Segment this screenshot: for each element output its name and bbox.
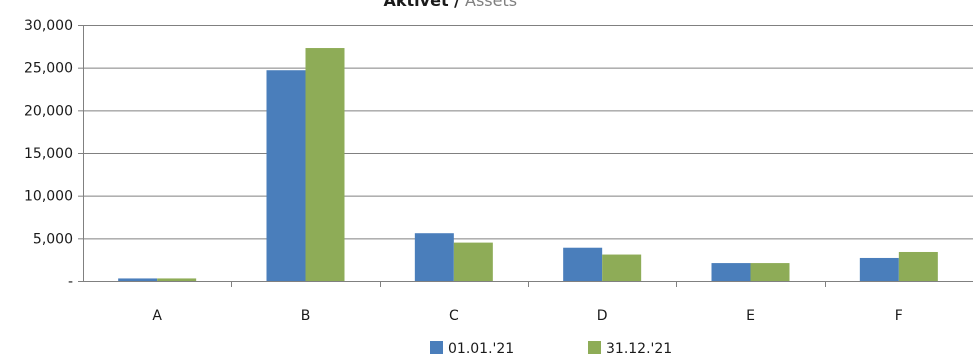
- bar: [859, 257, 899, 281]
- chart-title: Aktivet / Assets: [384, 0, 518, 10]
- y-axis-tick-labels: - 5,000 10,000 15,000 20,000 25,000 30,000: [24, 18, 73, 290]
- bar: [898, 251, 938, 281]
- gridlines: [83, 25, 973, 240]
- y-tick-label: 30,000: [24, 18, 73, 34]
- axes: [78, 25, 973, 287]
- y-tick-label: 25,000: [24, 61, 73, 77]
- x-category-label: F: [895, 308, 903, 324]
- y-tick-label: 20,000: [24, 103, 73, 119]
- x-category-label: C: [449, 308, 459, 324]
- y-tick-label: 5,000: [33, 231, 73, 247]
- bar: [711, 263, 751, 281]
- bar: [118, 278, 158, 281]
- bar: [453, 242, 493, 281]
- chart-title-main: Aktivet /: [384, 0, 461, 10]
- legend-label: 31.12.'21: [606, 341, 672, 357]
- bar: [305, 48, 345, 281]
- x-category-label: A: [152, 308, 162, 324]
- x-axis-category-labels: A B C D E F: [152, 308, 902, 324]
- chart-title-secondary: Assets: [465, 0, 517, 10]
- y-tick-label: 10,000: [24, 189, 73, 205]
- bars: [118, 48, 938, 281]
- legend-swatch: [430, 341, 443, 354]
- bar: [750, 263, 790, 281]
- bar: [563, 247, 603, 281]
- legend-swatch: [588, 341, 601, 354]
- legend-label: 01.01.'21: [448, 341, 514, 357]
- bar: [266, 70, 306, 281]
- x-category-label: B: [301, 308, 311, 324]
- bar: [157, 278, 197, 281]
- legend: 01.01.'21 31.12.'21: [430, 341, 672, 357]
- x-category-label: E: [746, 308, 755, 324]
- x-category-label: D: [597, 308, 608, 324]
- y-tick-label: 15,000: [24, 146, 73, 162]
- y-tick-label: -: [68, 274, 73, 290]
- bar: [414, 233, 454, 281]
- bar: [602, 254, 642, 281]
